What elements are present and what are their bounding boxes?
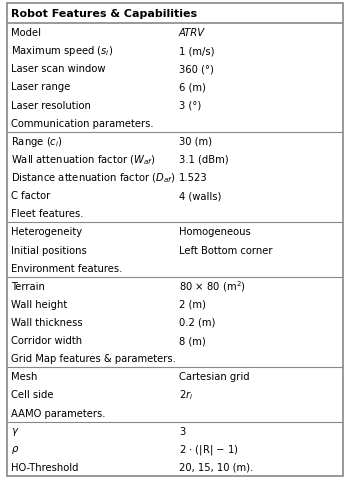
- Text: Terrain: Terrain: [11, 281, 45, 291]
- Text: Communication parameters.: Communication parameters.: [11, 119, 154, 128]
- Text: Laser scan window: Laser scan window: [11, 64, 105, 74]
- Text: Robot Features & Capabilities: Robot Features & Capabilities: [11, 9, 197, 19]
- Text: 360 (°): 360 (°): [179, 64, 214, 74]
- Text: 1 (m/s): 1 (m/s): [179, 46, 215, 56]
- Text: Environment features.: Environment features.: [11, 263, 122, 273]
- Text: Range ($c_i$): Range ($c_i$): [11, 134, 63, 148]
- Text: 0.2 (m): 0.2 (m): [179, 317, 215, 327]
- Text: 6 (m): 6 (m): [179, 82, 206, 92]
- Text: Wall height: Wall height: [11, 299, 67, 309]
- Text: 4 (walls): 4 (walls): [179, 191, 221, 201]
- Text: 30 (m): 30 (m): [179, 136, 212, 146]
- Text: Corridor width: Corridor width: [11, 336, 82, 346]
- Text: Maximum speed ($s_i$): Maximum speed ($s_i$): [11, 44, 113, 58]
- Text: Heterogeneity: Heterogeneity: [11, 227, 82, 237]
- Text: 3 (°): 3 (°): [179, 100, 201, 110]
- Text: Fleet features.: Fleet features.: [11, 209, 84, 219]
- Text: Distance attenuation factor ($D_{af}$): Distance attenuation factor ($D_{af}$): [11, 171, 175, 184]
- Text: Initial positions: Initial positions: [11, 245, 87, 255]
- Text: HO-Threshold: HO-Threshold: [11, 462, 78, 472]
- Text: C factor: C factor: [11, 191, 50, 201]
- Text: Cartesian grid: Cartesian grid: [179, 372, 250, 382]
- Text: 2 (m): 2 (m): [179, 299, 206, 309]
- Text: Mesh: Mesh: [11, 372, 37, 382]
- Text: Wall attenuation factor ($W_{af}$): Wall attenuation factor ($W_{af}$): [11, 153, 155, 167]
- Text: AAMO parameters.: AAMO parameters.: [11, 408, 105, 418]
- Text: Model: Model: [11, 28, 41, 38]
- Text: 8 (m): 8 (m): [179, 336, 206, 346]
- Text: Wall thickness: Wall thickness: [11, 317, 83, 327]
- Text: 1.523: 1.523: [179, 173, 208, 182]
- Text: Laser range: Laser range: [11, 82, 70, 92]
- Text: 3.1 (dBm): 3.1 (dBm): [179, 155, 229, 165]
- Text: 2$r_i$: 2$r_i$: [179, 388, 194, 402]
- Text: Homogeneous: Homogeneous: [179, 227, 251, 237]
- Text: 20, 15, 10 (m).: 20, 15, 10 (m).: [179, 462, 253, 472]
- Text: $\rho$: $\rho$: [11, 443, 19, 455]
- Text: Laser resolution: Laser resolution: [11, 100, 91, 110]
- Text: $\gamma$: $\gamma$: [11, 425, 19, 437]
- Text: 3: 3: [179, 426, 185, 436]
- Text: ATRV: ATRV: [179, 28, 205, 38]
- Text: Left Bottom corner: Left Bottom corner: [179, 245, 273, 255]
- Text: Cell side: Cell side: [11, 390, 54, 400]
- Text: 80 × 80 (m$^2$): 80 × 80 (m$^2$): [179, 279, 246, 294]
- Text: Grid Map features & parameters.: Grid Map features & parameters.: [11, 353, 176, 363]
- Text: 2 $\cdot$ (|R| − 1): 2 $\cdot$ (|R| − 1): [179, 442, 239, 456]
